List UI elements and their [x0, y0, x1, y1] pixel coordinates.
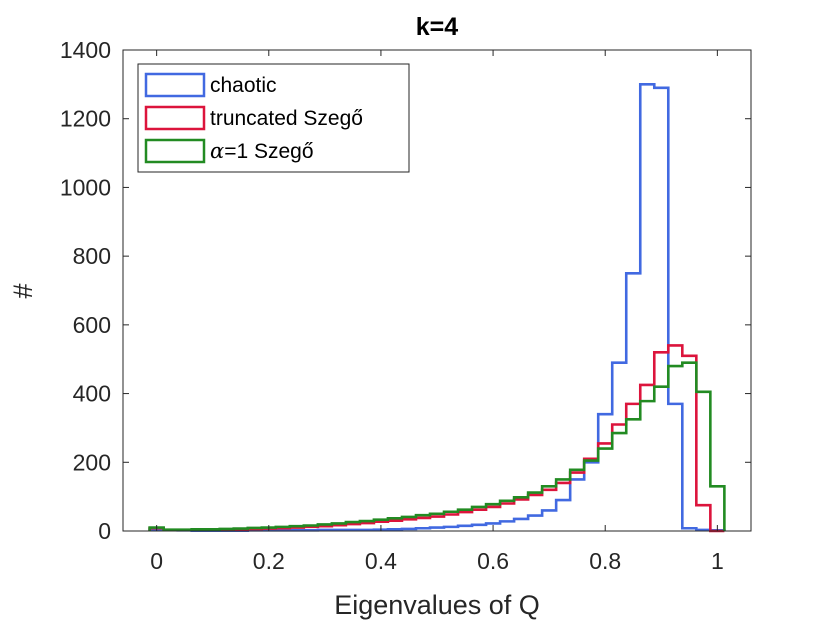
- x-tick-label: 0.6: [477, 548, 509, 574]
- legend-swatch-chaotic: [144, 72, 206, 98]
- y-tick-label: 600: [73, 312, 111, 338]
- y-tick-label: 1400: [60, 37, 111, 63]
- x-axis-label: Eigenvalues of Q: [334, 590, 540, 620]
- axes-box: [122, 49, 752, 532]
- x-tick-label: 0.4: [365, 548, 397, 574]
- y-axis-ticks: 0 200 400 600 800 1000 1200 1400: [60, 37, 751, 544]
- series-layer: [148, 83, 726, 533]
- x-tick-label: 1: [711, 548, 724, 574]
- chart-title: k=4: [416, 13, 459, 41]
- histogram-series-alpha-szego: [148, 361, 726, 531]
- y-tick-label: 1200: [60, 106, 111, 132]
- legend-label-chaotic: chaotic: [210, 74, 277, 97]
- y-tick-label: 200: [73, 449, 111, 475]
- histogram-series-chaotic: [148, 83, 726, 532]
- y-tick-label: 800: [73, 243, 111, 269]
- legend-label-truncated-szego: truncated Szegő: [210, 107, 363, 130]
- legend-alpha-symbol: α: [210, 139, 224, 163]
- legend: chaotic truncated Szegő α=1 Szegő: [137, 63, 410, 173]
- y-tick-label: 1000: [60, 174, 111, 200]
- legend-swatch-truncated-szego: [144, 105, 206, 131]
- y-axis-label: #: [8, 283, 38, 298]
- x-tick-label: 0.8: [589, 548, 621, 574]
- x-axis-ticks: 0 0.2 0.4 0.6 0.8 1: [150, 50, 724, 574]
- legend-box: [137, 63, 410, 173]
- legend-swatch-alpha-szego: [144, 138, 206, 164]
- x-tick-label: 0: [150, 548, 163, 574]
- x-tick-label: 0.2: [253, 548, 285, 574]
- y-tick-label: 400: [73, 381, 111, 407]
- y-tick-label: 0: [98, 518, 111, 544]
- legend-alpha-rest: =1 Szegő: [224, 140, 313, 163]
- legend-label-alpha-szego: α=1 Szegő: [210, 139, 314, 163]
